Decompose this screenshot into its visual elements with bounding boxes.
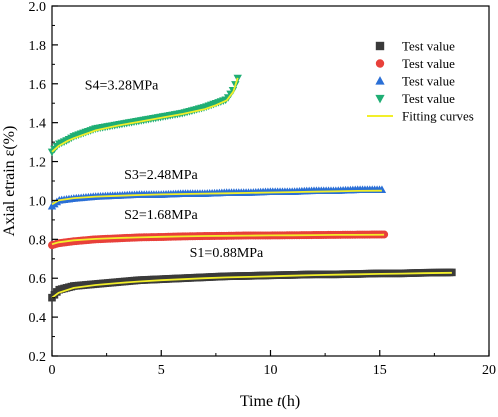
y-tick-label: 1.2 bbox=[29, 156, 47, 171]
x-tick-label: 15 bbox=[373, 363, 387, 378]
x-axis-title-italic: t bbox=[277, 393, 282, 410]
series-annotation: S2=1.68MPa bbox=[124, 208, 198, 223]
data-marker bbox=[380, 230, 389, 239]
series-annotation: S1=0.88MPa bbox=[190, 246, 264, 261]
legend-marker bbox=[375, 59, 385, 68]
legend: Test value Test value Test value Test value… bbox=[367, 39, 474, 124]
x-axis-title: Time t(h) bbox=[240, 393, 300, 410]
legend-marker bbox=[375, 41, 385, 51]
legend-label: Fitting curves bbox=[402, 109, 474, 124]
y-tick-label: 1.8 bbox=[29, 39, 47, 54]
axes: 0 5 10 15 20 0.2 0.4 0.6 0.8 1.0 1.2 1.4 1.6 1.8 2.0 bbox=[29, 0, 497, 378]
legend-marker bbox=[375, 94, 385, 104]
x-tick-label: 10 bbox=[264, 363, 278, 378]
y-tick-label: 0.6 bbox=[29, 272, 47, 287]
plot-area bbox=[51, 5, 490, 357]
fitting-curve bbox=[51, 271, 452, 299]
annotations: S4=3.28MPa S3=2.48MPa S2=1.68MPa S1=0.88MPa bbox=[85, 79, 264, 261]
fitting-curve bbox=[51, 233, 385, 246]
legend-label: Test value bbox=[402, 91, 455, 106]
fitting-curve bbox=[51, 189, 382, 206]
legend-label: Test value bbox=[402, 56, 455, 71]
x-tick-label: 0 bbox=[49, 363, 56, 378]
fitting-curves-overlay bbox=[51, 77, 452, 299]
y-tick-label: 1.0 bbox=[29, 194, 47, 209]
fitting-curve bbox=[51, 77, 239, 153]
y-tick-label: 1.4 bbox=[29, 117, 47, 132]
x-tick-label: 20 bbox=[482, 363, 496, 378]
legend-label: Test value bbox=[402, 39, 455, 54]
y-tick-label: 0.8 bbox=[29, 233, 47, 248]
x-axis-title-prefix: Time bbox=[240, 393, 277, 410]
y-tick-label: 0.4 bbox=[29, 311, 47, 326]
y-tick-label: 2.0 bbox=[29, 0, 47, 15]
x-axis-title-suffix: (h) bbox=[282, 393, 301, 410]
y-tick-label: 1.6 bbox=[29, 78, 47, 93]
y-axis-title: Axial etrain ε(%) bbox=[1, 126, 18, 237]
series-annotation: S3=2.48MPa bbox=[124, 168, 198, 183]
legend-marker bbox=[375, 76, 385, 85]
x-tick-label: 5 bbox=[158, 363, 165, 378]
legend-label: Test value bbox=[402, 74, 455, 89]
y-tick-label: 0.2 bbox=[29, 350, 47, 365]
series-annotation: S4=3.28MPa bbox=[85, 79, 159, 94]
